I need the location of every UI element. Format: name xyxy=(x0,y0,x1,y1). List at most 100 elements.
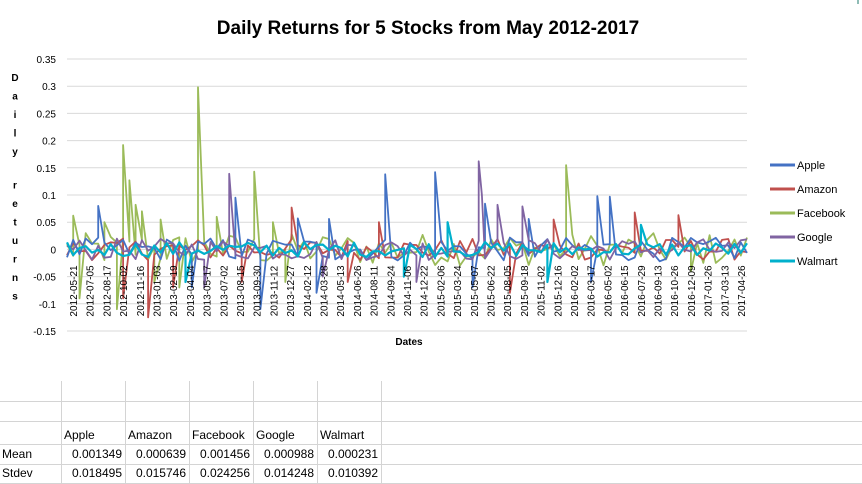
table-header-google[interactable]: Google xyxy=(256,428,295,442)
x-tick-label: 2014-08-11 xyxy=(370,265,381,316)
x-tick-label: 2014-09-24 xyxy=(386,265,397,317)
y-tick-label: 0.35 xyxy=(37,55,57,66)
x-tick-label: 2013-02-19 xyxy=(169,265,180,317)
legend-label-google: Google xyxy=(797,232,832,244)
stdev-walmart-cell[interactable]: 0.010392 xyxy=(327,466,378,480)
chart-title: Daily Returns for 5 Stocks from May 2012… xyxy=(217,18,639,39)
stdev-google-cell[interactable]: 0.014248 xyxy=(263,466,314,480)
y-axis-label-letter: r xyxy=(13,181,17,192)
y-tick-label: -0.15 xyxy=(33,327,56,338)
x-tick-label: 2015-03-24 xyxy=(453,265,464,317)
x-tick-label: 2012-07-05 xyxy=(86,265,97,317)
x-tick-label: 2014-03-28 xyxy=(320,265,331,317)
sheet-row xyxy=(0,381,862,402)
x-tick-label: 2012-11-16 xyxy=(136,265,147,316)
y-axis-label-letter: l xyxy=(14,129,17,140)
x-tick-label: 2014-06-26 xyxy=(353,265,364,317)
y-tick-label: 0.2 xyxy=(42,137,56,148)
y-axis-label-letter: r xyxy=(13,255,17,266)
y-tick-label: 0.25 xyxy=(37,109,57,120)
y-axis-label-letter: t xyxy=(13,218,17,229)
sheet-row xyxy=(0,424,862,445)
x-tick-label: 2016-07-29 xyxy=(637,265,648,317)
mean-walmart-cell[interactable]: 0.000231 xyxy=(327,447,378,461)
y-axis-label-letter: D xyxy=(11,73,18,84)
y-axis-label-letter: y xyxy=(12,147,18,158)
spreadsheet-grid: Apple Amazon Facebook Google Walmart Mea… xyxy=(0,381,862,484)
x-tick-label: 2012-10-02 xyxy=(119,265,130,317)
x-tick-label: 2014-11-06 xyxy=(403,265,414,316)
x-tick-label: 2014-02-12 xyxy=(303,265,314,317)
x-tick-label: 2014-05-13 xyxy=(336,265,347,317)
sheet-row xyxy=(0,444,862,465)
x-tick-label: 2016-10-26 xyxy=(670,265,681,317)
daily-returns-chart: Daily Returns for 5 Stocks from May 2012… xyxy=(11,0,859,348)
x-tick-label: 2013-12-27 xyxy=(286,265,297,317)
y-tick-label: -0.1 xyxy=(39,300,57,311)
x-tick-label: 2016-05-02 xyxy=(603,265,614,317)
y-tick-label: -0.05 xyxy=(33,273,56,284)
sheet-column-line xyxy=(317,381,318,483)
series-line-amazon xyxy=(66,206,748,319)
x-tick-label: 2015-08-05 xyxy=(503,265,514,317)
x-tick-label: 2015-06-22 xyxy=(487,265,498,317)
chart-area: Daily Returns for 5 Stocks from May 2012… xyxy=(11,0,859,348)
mean-google-cell[interactable]: 0.000988 xyxy=(263,447,314,461)
table-header-facebook[interactable]: Facebook xyxy=(192,428,245,442)
series-line-walmart xyxy=(66,221,748,284)
x-tick-label: 2016-12-09 xyxy=(687,265,698,317)
x-tick-label: 2016-09-13 xyxy=(654,265,665,317)
legend-label-facebook: Facebook xyxy=(797,208,846,220)
x-tick-label: 2015-02-06 xyxy=(436,265,447,317)
x-tick-label: 2013-08-15 xyxy=(236,265,247,317)
y-axis-label-letter: s xyxy=(12,292,18,303)
x-tick-label: 2016-02-02 xyxy=(570,265,581,317)
sheet-column-line xyxy=(61,381,62,483)
x-tick-label: 2012-08-17 xyxy=(102,265,113,317)
mean-amazon-cell[interactable]: 0.000639 xyxy=(135,447,186,461)
x-axis-label: Dates xyxy=(395,337,423,348)
legend-label-amazon: Amazon xyxy=(797,184,837,196)
y-axis-label-letter: a xyxy=(12,92,18,103)
sheet-column-line xyxy=(125,381,126,483)
stdev-facebook-cell[interactable]: 0.024256 xyxy=(199,466,250,480)
x-tick-label: 2015-11-02 xyxy=(537,265,548,316)
table-header-amazon[interactable]: Amazon xyxy=(128,428,173,442)
y-axis-label-letter: u xyxy=(12,236,18,247)
x-tick-label: 2013-05-17 xyxy=(203,265,214,317)
x-tick-label: 2014-12-22 xyxy=(420,265,431,317)
y-tick-label: 0 xyxy=(50,245,56,256)
x-tick-label: 2012-05-21 xyxy=(69,265,80,317)
mean-apple-cell[interactable]: 0.001349 xyxy=(71,447,122,461)
stdev-amazon-cell[interactable]: 0.015746 xyxy=(135,466,186,480)
table-header-walmart[interactable]: Walmart xyxy=(320,428,365,442)
x-tick-label: 2013-09-30 xyxy=(253,265,264,317)
y-tick-label: 0.15 xyxy=(37,164,57,175)
x-tick-label: 2017-03-13 xyxy=(720,265,731,317)
mean-facebook-cell[interactable]: 0.001456 xyxy=(199,447,250,461)
x-tick-label: 2013-11-12 xyxy=(269,265,280,316)
y-tick-label: 0.05 xyxy=(37,218,57,229)
y-axis-label-letter: e xyxy=(12,199,18,210)
row-label-stdev[interactable]: Stdev xyxy=(2,466,33,480)
sheet-column-line xyxy=(253,381,254,483)
x-tick-label: 2017-01-26 xyxy=(704,265,715,317)
sheet-column-line xyxy=(381,381,382,483)
x-tick-label: 2015-12-16 xyxy=(553,265,564,317)
y-axis-label-letter: i xyxy=(14,110,17,121)
sheet-row xyxy=(0,401,862,422)
y-tick-label: 0.1 xyxy=(42,191,56,202)
x-tick-label: 2015-05-07 xyxy=(470,265,481,317)
x-tick-label: 2016-03-17 xyxy=(587,265,598,317)
legend-label-apple: Apple xyxy=(797,160,825,172)
x-tick-label: 2013-01-03 xyxy=(153,265,164,317)
x-tick-label: 2013-04-04 xyxy=(186,265,197,317)
stdev-apple-cell[interactable]: 0.018495 xyxy=(71,466,122,480)
x-tick-label: 2013-07-02 xyxy=(219,265,230,317)
y-tick-label: 0.3 xyxy=(42,82,56,93)
legend-label-walmart: Walmart xyxy=(797,256,838,268)
row-label-mean[interactable]: Mean xyxy=(2,447,33,461)
series-line-google xyxy=(66,160,748,289)
y-axis-label-letter: n xyxy=(12,273,18,284)
table-header-apple[interactable]: Apple xyxy=(64,428,95,442)
